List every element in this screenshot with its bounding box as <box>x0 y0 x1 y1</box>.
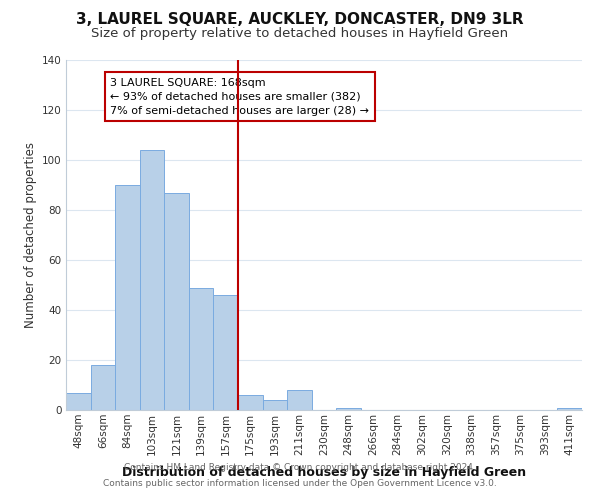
Bar <box>115 185 140 410</box>
Text: Contains HM Land Registry data © Crown copyright and database right 2024.: Contains HM Land Registry data © Crown c… <box>124 464 476 472</box>
Bar <box>164 192 189 410</box>
Bar <box>214 295 238 410</box>
Bar <box>140 150 164 410</box>
Bar <box>557 408 582 410</box>
Bar <box>189 288 214 410</box>
Bar <box>336 408 361 410</box>
Text: Size of property relative to detached houses in Hayfield Green: Size of property relative to detached ho… <box>91 28 509 40</box>
Bar <box>263 400 287 410</box>
Y-axis label: Number of detached properties: Number of detached properties <box>23 142 37 328</box>
Bar <box>91 365 115 410</box>
Bar <box>238 395 263 410</box>
X-axis label: Distribution of detached houses by size in Hayfield Green: Distribution of detached houses by size … <box>122 466 526 479</box>
Text: Contains public sector information licensed under the Open Government Licence v3: Contains public sector information licen… <box>103 478 497 488</box>
Text: 3 LAUREL SQUARE: 168sqm
← 93% of detached houses are smaller (382)
7% of semi-de: 3 LAUREL SQUARE: 168sqm ← 93% of detache… <box>110 78 369 116</box>
Text: 3, LAUREL SQUARE, AUCKLEY, DONCASTER, DN9 3LR: 3, LAUREL SQUARE, AUCKLEY, DONCASTER, DN… <box>76 12 524 28</box>
Bar <box>287 390 312 410</box>
Bar <box>66 392 91 410</box>
